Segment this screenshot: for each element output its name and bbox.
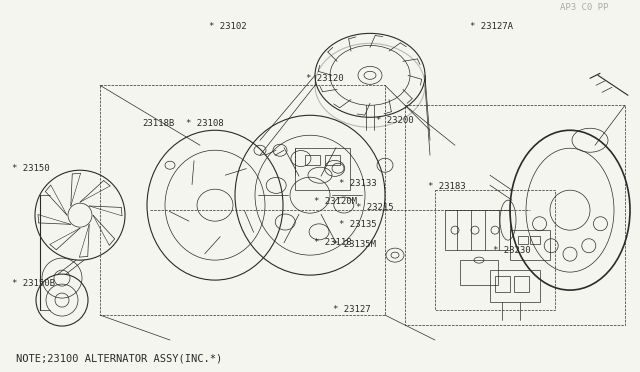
Text: * 23183: * 23183: [428, 183, 465, 192]
Bar: [518, 236, 528, 244]
Bar: [325, 155, 340, 165]
Bar: [530, 236, 540, 244]
Text: * 23215: * 23215: [356, 203, 394, 212]
Text: NOTE;23100 ALTERNATOR ASSY(INC.*): NOTE;23100 ALTERNATOR ASSY(INC.*): [16, 353, 222, 363]
Text: * 23127A: * 23127A: [470, 22, 513, 31]
Text: * 23200: * 23200: [376, 116, 414, 125]
Text: * 23150B: * 23150B: [12, 279, 54, 288]
Text: * 23102: * 23102: [209, 22, 246, 31]
Bar: [295, 148, 350, 190]
Bar: [495, 276, 510, 292]
Text: * 23120: * 23120: [306, 74, 344, 83]
Text: 23118B: 23118B: [142, 119, 174, 128]
Bar: [514, 276, 529, 292]
Text: * 23135: * 23135: [339, 219, 377, 229]
Bar: [445, 210, 510, 250]
Bar: [100, 85, 385, 315]
Text: * 23120M: * 23120M: [314, 198, 356, 206]
Text: * 23127: * 23127: [333, 305, 371, 314]
Bar: [405, 105, 625, 325]
Text: * 23108: * 23108: [186, 119, 223, 128]
Text: * 23230: * 23230: [493, 246, 531, 255]
Bar: [435, 190, 555, 310]
Bar: [460, 260, 498, 285]
Bar: [305, 155, 320, 165]
Text: * 23133: * 23133: [339, 179, 377, 188]
Bar: [510, 230, 550, 260]
Text: * 23150: * 23150: [12, 164, 49, 173]
Text: * 23118: * 23118: [314, 238, 351, 247]
Bar: [490, 270, 540, 302]
Text: * 23135M: * 23135M: [333, 240, 376, 249]
Text: AP3 C0 PP: AP3 C0 PP: [559, 3, 608, 12]
